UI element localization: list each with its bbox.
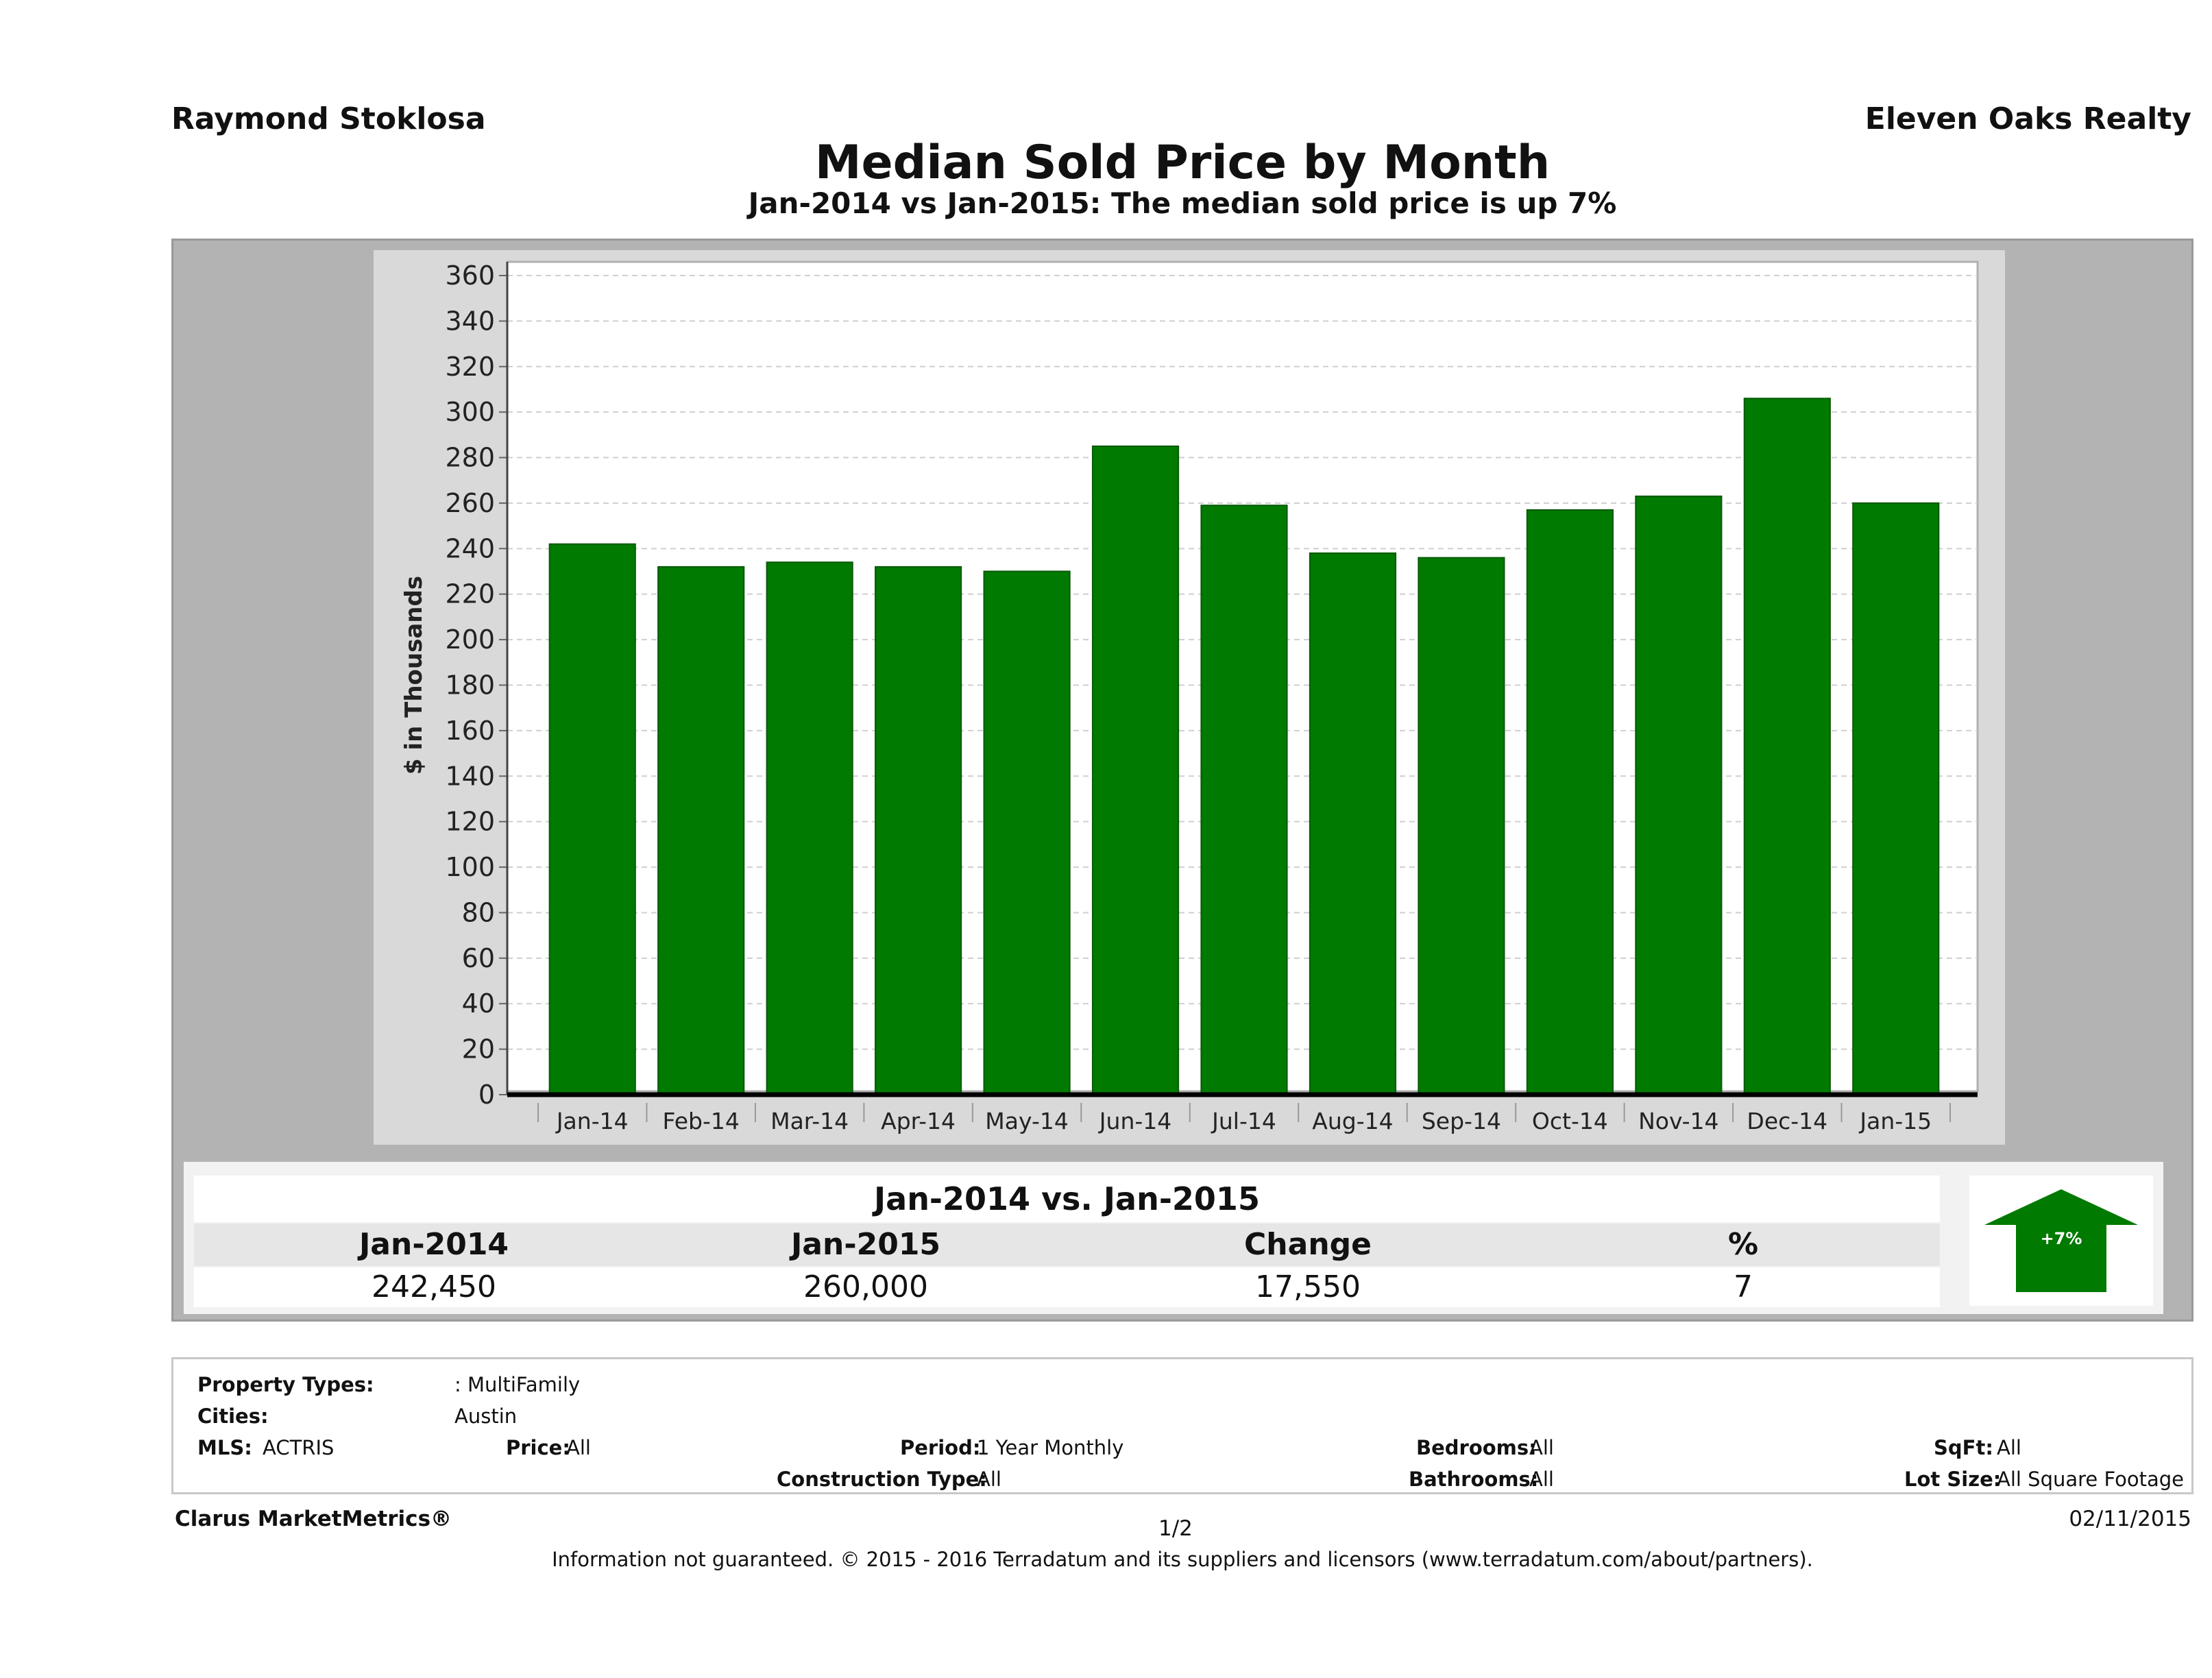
y-tick-label: 320	[445, 352, 495, 382]
up-arrow-icon	[1984, 1189, 2138, 1292]
price-label: Price:	[506, 1436, 570, 1459]
x-tick-label: Mar-14	[770, 1108, 849, 1134]
comparison-title: Jan-2014 vs. Jan-2015	[194, 1176, 1940, 1222]
disclaimer: Information not guaranteed. © 2015 - 201…	[552, 1548, 1813, 1571]
bathrooms-label: Bathrooms:	[1409, 1468, 1539, 1491]
y-tick-label: 240	[445, 533, 495, 563]
x-tick-label: Jun-14	[1098, 1108, 1171, 1134]
report-subtitle: Jan-2014 vs Jan-2015: The median sold pr…	[748, 186, 1617, 220]
bar-nov-14	[1635, 495, 1723, 1096]
sqft-value: All	[1997, 1436, 2021, 1459]
y-tick-label: 140	[445, 761, 495, 791]
x-tick-label: Apr-14	[881, 1108, 956, 1134]
value-change: 17,550	[1255, 1269, 1361, 1304]
mls-label: MLS:	[197, 1436, 252, 1459]
y-tick-label: 0	[478, 1080, 495, 1110]
property-types-value: : MultiFamily	[454, 1373, 581, 1396]
y-tick-label: 180	[445, 670, 495, 701]
period-value: 1 Year Monthly	[977, 1436, 1124, 1459]
page-number: 1/2	[1158, 1516, 1193, 1541]
y-tick-label: 160	[445, 716, 495, 746]
x-tick-label: Nov-14	[1638, 1108, 1718, 1134]
x-tick-label: Oct-14	[1532, 1108, 1608, 1134]
mls-value: ACTRIS	[263, 1436, 335, 1459]
bar-may-14	[983, 570, 1071, 1095]
bar-dec-14	[1743, 398, 1831, 1095]
bar-jun-14	[1091, 445, 1180, 1096]
value-jan-2014: 242,450	[372, 1269, 496, 1304]
comparison-value-row: 242,450 260,000 17,550 7	[194, 1267, 1940, 1307]
change-badge-text: +7%	[2041, 1229, 2082, 1248]
x-tick-label: Jul-14	[1211, 1108, 1276, 1134]
bar-chart: 0 20 40 60 80 100 120 140 160 180 200 220 240 260 280 3…	[374, 250, 2005, 1145]
bar-jan-15	[1852, 502, 1940, 1095]
price-value: All	[566, 1436, 591, 1459]
y-axis-label: $ in Thousands	[400, 576, 428, 775]
y-tick-label: 280	[445, 443, 495, 473]
property-types-label: Property Types:	[197, 1373, 374, 1396]
lot-size-label: Lot Size:	[1904, 1468, 2002, 1491]
bar-oct-14	[1526, 509, 1614, 1095]
x-tick-label: Aug-14	[1312, 1108, 1393, 1134]
brokerage-name: Eleven Oaks Realty	[1864, 101, 2191, 136]
y-tick-label: 200	[445, 624, 495, 655]
period-label: Period:	[900, 1436, 981, 1459]
comparison-header-row: Jan-2014 Jan-2015 Change %	[194, 1224, 1940, 1266]
bar-aug-14	[1309, 552, 1397, 1095]
y-tick-label: 220	[445, 579, 495, 609]
bathrooms-value: All	[1529, 1468, 1554, 1491]
product-name: Clarus MarketMetrics®	[175, 1507, 452, 1531]
lot-size-value: All Square Footage	[1997, 1468, 2185, 1491]
y-tick-label: 100	[445, 852, 495, 882]
report-title: Median Sold Price by Month	[814, 136, 1551, 190]
x-tick-label: May-14	[985, 1108, 1069, 1134]
header-change: Change	[1244, 1227, 1372, 1262]
header-jan-2014: Jan-2014	[358, 1227, 509, 1262]
x-tick-label: Sep-14	[1422, 1108, 1501, 1134]
x-tick-label: Jan-15	[1858, 1108, 1932, 1134]
y-tick-label: 40	[462, 988, 495, 1019]
bar-sep-14	[1418, 557, 1505, 1096]
report-date: 02/11/2015	[2069, 1507, 2191, 1531]
y-tick-label: 80	[462, 897, 495, 927]
bedrooms-value: All	[1529, 1436, 1554, 1459]
y-tick-label: 300	[445, 397, 495, 427]
agent-name: Raymond Stoklosa	[171, 101, 486, 136]
x-tick-label: Jan-14	[555, 1108, 629, 1134]
construction-type-value: All	[977, 1468, 1001, 1491]
y-tick-label: 360	[445, 260, 495, 291]
y-tick-label: 20	[462, 1034, 495, 1065]
bar-apr-14	[875, 566, 962, 1095]
cities-value: Austin	[454, 1405, 518, 1428]
bar-mar-14	[766, 561, 853, 1095]
bar-feb-14	[657, 566, 745, 1095]
bar-jan-14	[548, 543, 636, 1095]
construction-type-label: Construction Type:	[777, 1468, 987, 1491]
cities-label: Cities:	[197, 1405, 269, 1428]
value-jan-2015: 260,000	[803, 1269, 928, 1304]
y-tick-label: 120	[445, 807, 495, 837]
bar-jul-14	[1200, 504, 1288, 1095]
bedrooms-label: Bedrooms:	[1416, 1436, 1537, 1459]
x-tick-label: Feb-14	[663, 1108, 740, 1134]
y-tick-label: 340	[445, 306, 495, 336]
value-percent: 7	[1734, 1269, 1753, 1304]
x-tick-label: Dec-14	[1747, 1108, 1827, 1134]
y-tick-label: 260	[445, 488, 495, 518]
criteria-panel: Property Types: : MultiFamily Cities: Au…	[171, 1357, 2193, 1494]
y-tick-label: 60	[462, 943, 495, 973]
sqft-label: SqFt:	[1934, 1436, 1993, 1459]
header-jan-2015: Jan-2015	[790, 1227, 941, 1262]
change-indicator: +7%	[1969, 1176, 2153, 1306]
header-percent: %	[1727, 1227, 1759, 1262]
